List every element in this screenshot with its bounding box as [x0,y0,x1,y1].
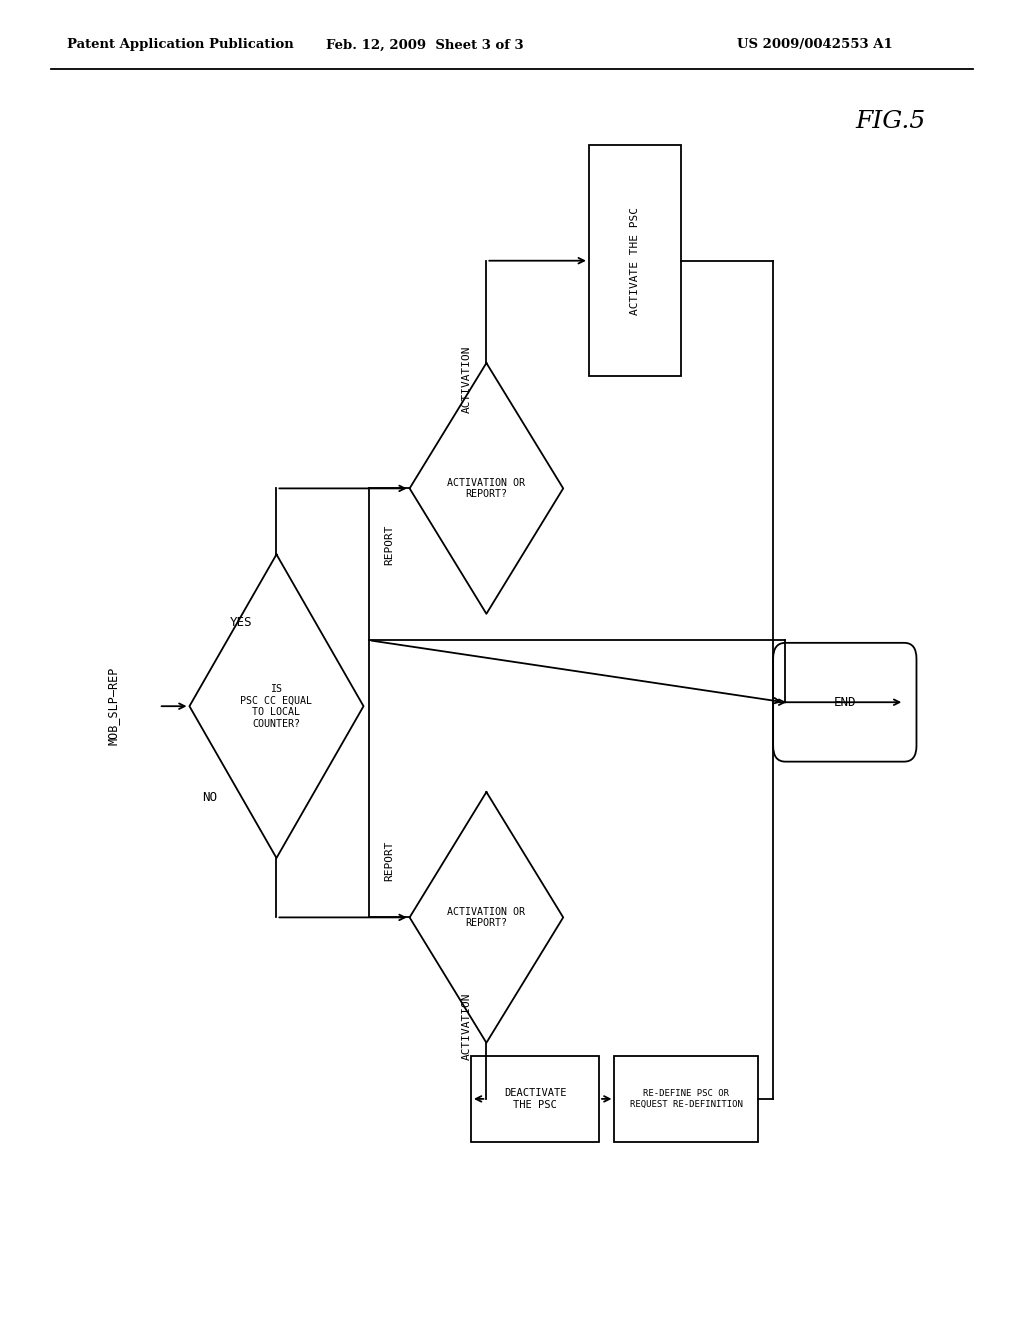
Text: END: END [834,696,856,709]
Text: YES: YES [229,616,252,630]
Text: Patent Application Publication: Patent Application Publication [67,38,293,51]
Text: ACTIVATION OR
REPORT?: ACTIVATION OR REPORT? [447,907,525,928]
Text: ACTIVATION OR
REPORT?: ACTIVATION OR REPORT? [447,478,525,499]
FancyBboxPatch shape [614,1056,758,1142]
Text: ACTIVATION: ACTIVATION [462,346,472,413]
Text: ACTIVATE THE PSC: ACTIVATE THE PSC [630,207,640,314]
FancyBboxPatch shape [773,643,916,762]
Text: ACTIVATION: ACTIVATION [462,993,472,1060]
Text: IS
PSC CC EQUAL
TO LOCAL
COUNTER?: IS PSC CC EQUAL TO LOCAL COUNTER? [241,684,312,729]
Text: NO: NO [203,791,217,804]
Text: MOB_SLP–REP: MOB_SLP–REP [106,667,119,746]
Text: Feb. 12, 2009  Sheet 3 of 3: Feb. 12, 2009 Sheet 3 of 3 [327,38,523,51]
Text: FIG.5: FIG.5 [855,110,926,133]
Text: REPORT: REPORT [384,841,394,882]
Text: RE-DEFINE PSC OR
REQUEST RE-DEFINITION: RE-DEFINE PSC OR REQUEST RE-DEFINITION [630,1089,742,1109]
FancyBboxPatch shape [471,1056,599,1142]
FancyBboxPatch shape [589,145,681,376]
Text: DEACTIVATE
THE PSC: DEACTIVATE THE PSC [504,1088,566,1110]
Text: US 2009/0042553 A1: US 2009/0042553 A1 [737,38,893,51]
Text: REPORT: REPORT [384,524,394,565]
